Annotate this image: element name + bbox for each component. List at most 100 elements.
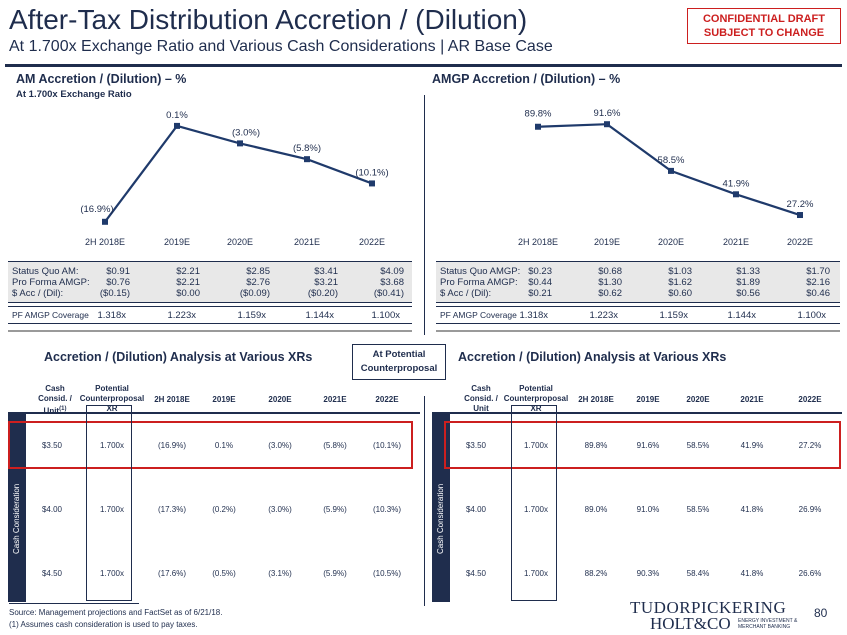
potential-counterproposal-box: At Potential Counterproposal xyxy=(352,344,446,380)
header-xr: Potential Counterproposal XR xyxy=(78,384,146,414)
amgp-section-title: AMGP Accretion / (Dilution) – % xyxy=(432,72,621,86)
am-coverage-value: 1.223x xyxy=(167,310,196,321)
amgp-coverage-label: PF AMGP Coverage xyxy=(440,310,517,320)
amgp-chart-point xyxy=(733,191,739,198)
logo-line-2: HOLT&CO xyxy=(650,614,731,633)
am-chart-x-tick-label: 2020E xyxy=(227,237,253,247)
amgp-metric-value: $0.68 xyxy=(598,266,622,277)
amgp-chart-x-tick-label: 2021E xyxy=(723,237,749,247)
amgp-metric-value: $0.62 xyxy=(598,288,622,299)
amgp-metric-value: $0.23 xyxy=(528,266,552,277)
xr-cell: 1.700x xyxy=(99,441,125,450)
amgp-chart-x-tick-label: 2019E xyxy=(594,237,620,247)
cash-cell: $4.50 xyxy=(465,569,487,578)
amgp-chart-point xyxy=(535,123,541,130)
value-cell: 58.5% xyxy=(686,441,710,450)
amgp-chart-data-label: 27.2% xyxy=(787,199,814,210)
amgp-coverage-value: 1.144x xyxy=(727,310,756,321)
header-cash-line: Unit(1) xyxy=(32,404,78,417)
value-cell: 91.0% xyxy=(636,505,660,514)
page-title: After-Tax Distribution Accretion / (Dilu… xyxy=(9,4,528,35)
amgp-metric-label: Pro Forma AMGP: xyxy=(440,277,518,288)
am-metric-value: $4.09 xyxy=(380,266,404,277)
table-header-rule xyxy=(432,412,842,414)
am-coverage-value: 1.100x xyxy=(371,310,400,321)
amgp-chart-x-tick-label: 2H 2018E xyxy=(518,237,558,247)
cash-cell: $4.00 xyxy=(41,505,63,514)
page-subtitle: At 1.700x Exchange Ratio and Various Cas… xyxy=(9,38,553,55)
header-xr-line: XR xyxy=(530,404,542,413)
title-rule xyxy=(5,64,842,67)
footnote-1: (1) Assumes cash consideration is used t… xyxy=(9,620,198,629)
confidential-line-1: CONFIDENTIAL DRAFT xyxy=(702,13,825,25)
am-chart-point xyxy=(304,156,310,163)
header-year: 2019E xyxy=(636,395,660,404)
value-cell: (17.6%) xyxy=(157,569,186,578)
left-xr-title: Accretion / (Dilution) Analysis at Vario… xyxy=(44,350,313,364)
value-cell: (17.3%) xyxy=(157,505,186,514)
value-cell: 91.6% xyxy=(636,441,660,450)
company-logo: TUDORPICKERING HOLT&CO ENERGY INVESTMENT… xyxy=(630,598,797,633)
cash-consideration-label: Cash Consideration xyxy=(436,483,445,554)
am-accretion-chart: (16.9%) 0.1% (3.0%) (5.8%) (10.1%) 2H 2018E 20… xyxy=(80,110,388,247)
chart-divider xyxy=(424,95,425,335)
am-metric-col: $2.85 $2.76 ($0.09) xyxy=(214,266,270,299)
amgp-chart-point xyxy=(604,121,610,128)
header-year: 2020E xyxy=(268,395,292,404)
potential-label-1: At Potential xyxy=(372,349,426,360)
am-chart-x-tick-label: 2022E xyxy=(359,237,385,247)
am-chart-data-label: 0.1% xyxy=(166,110,188,121)
xr-cell: 1.700x xyxy=(523,569,549,578)
am-metric-labels: Status Quo AM: Pro Forma AMGP: $ Acc / (… xyxy=(12,266,90,299)
header-cash: Cash Consid. / Unit(1) xyxy=(32,384,78,417)
am-metric-value: ($0.41) xyxy=(373,288,404,299)
amgp-coverage-value: 1.100x xyxy=(797,310,826,321)
header-cash-line: Consid. / xyxy=(464,394,498,403)
am-metric-value: $2.85 xyxy=(246,266,270,277)
value-cell: (3.0%) xyxy=(268,441,292,450)
header-year: 2022E xyxy=(375,395,399,404)
header-xr-line: Potential xyxy=(519,384,553,393)
amgp-metric-value: $1.33 xyxy=(736,266,760,277)
value-cell: (3.0%) xyxy=(268,505,292,514)
am-metric-col: $4.09 $3.68 ($0.41) xyxy=(348,266,404,299)
amgp-chart-x-tick-label: 2020E xyxy=(658,237,684,247)
value-cell: 41.9% xyxy=(740,441,764,450)
xr-cell: 1.700x xyxy=(523,441,549,450)
am-chart-x-tick-label: 2H 2018E xyxy=(85,237,125,247)
highlight-row-box xyxy=(444,421,841,469)
highlight-row-box xyxy=(8,421,413,469)
am-metric-value: $2.76 xyxy=(246,277,270,288)
amgp-metric-value: $1.30 xyxy=(598,277,622,288)
am-coverage-label: PF AMGP Coverage xyxy=(12,310,89,320)
amgp-metric-value: $0.44 xyxy=(528,277,552,288)
am-metric-value: $3.41 xyxy=(314,266,338,277)
logo-tagline-line: MERCHANT BANKING xyxy=(738,624,791,630)
value-cell: (5.8%) xyxy=(323,441,347,450)
amgp-metric-value: $1.70 xyxy=(806,266,830,277)
am-metric-value: $0.76 xyxy=(106,277,130,288)
header-xr-line: XR xyxy=(106,404,118,413)
value-cell: 0.1% xyxy=(214,441,234,450)
logo-tagline-line: ENERGY INVESTMENT & xyxy=(738,618,798,624)
am-chart-data-label: (3.0%) xyxy=(232,127,260,138)
am-chart-x-tick-label: 2021E xyxy=(294,237,320,247)
xr-column-box xyxy=(511,405,557,601)
value-cell: (3.1%) xyxy=(268,569,292,578)
value-cell: 58.5% xyxy=(686,505,710,514)
amgp-chart-data-label: 41.9% xyxy=(723,178,750,189)
am-metric-value: $3.21 xyxy=(314,277,338,288)
am-chart-series-line xyxy=(104,124,373,223)
potential-label-2: Counterproposal xyxy=(360,363,438,374)
header-cash: Cash Consid. / Unit xyxy=(458,384,504,414)
header-year: 2019E xyxy=(212,395,236,404)
value-cell: (0.2%) xyxy=(212,505,236,514)
header-cash-line: Unit xyxy=(473,404,489,413)
confidential-line-2: SUBJECT TO CHANGE xyxy=(703,27,825,39)
am-metrics-panel: Status Quo AM: Pro Forma AMGP: $ Acc / (… xyxy=(8,261,412,303)
am-chart-point xyxy=(237,140,243,147)
xr-cell: 1.700x xyxy=(99,569,125,578)
amgp-metric-col: $1.03 $1.62 $0.60 xyxy=(636,266,692,299)
amgp-coverage-value: 1.223x xyxy=(589,310,618,321)
am-metric-value: $3.68 xyxy=(380,277,404,288)
